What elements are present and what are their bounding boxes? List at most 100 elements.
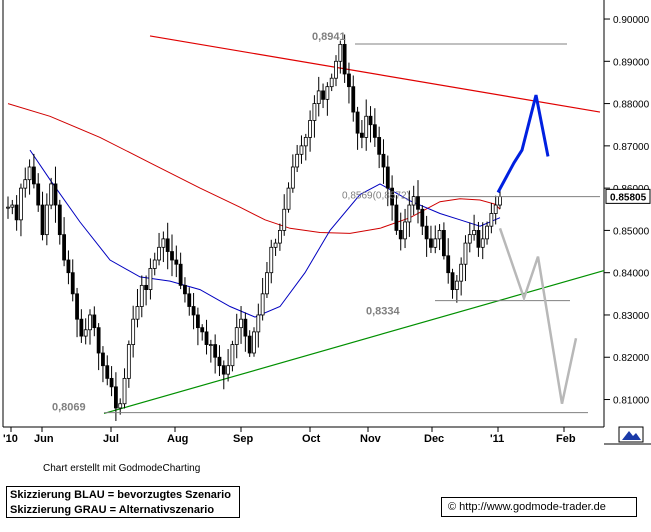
candle-body	[286, 187, 291, 210]
candle-body	[144, 284, 149, 290]
candle-body	[208, 344, 213, 346]
candle-body	[174, 259, 179, 265]
candle-body	[83, 329, 88, 337]
candle-body	[122, 377, 127, 405]
y-tick-label: 0.85000	[613, 226, 650, 237]
current-value-box	[605, 188, 651, 204]
short-moving-average-line	[29, 149, 501, 318]
candle-body	[243, 318, 248, 337]
candle-body	[329, 77, 334, 88]
legend-grey-scenario: Skizzierung GRAU = Alternativszenario	[10, 504, 215, 516]
x-tick-label: Dec	[424, 433, 444, 445]
candle-body	[269, 246, 274, 274]
candle-body	[36, 183, 41, 206]
y-tick-label: 0.81000	[613, 396, 650, 407]
copyright-link[interactable]: © http://www.godmode-trader.de	[441, 497, 637, 517]
x-tick-label: Aug	[167, 433, 188, 445]
legend-blue-scenario: Skizzierung BLAU = bevorzugtes Szenario	[10, 489, 231, 501]
candle-body	[252, 331, 256, 354]
candle-body	[459, 263, 464, 282]
x-tick-label: Feb	[556, 433, 576, 445]
candle-body	[316, 90, 321, 104]
candle-body	[390, 187, 395, 206]
candle-body	[321, 90, 325, 100]
candle-body	[355, 111, 360, 134]
candle-body	[368, 115, 373, 126]
candle-body	[10, 204, 15, 208]
candle-body	[230, 344, 235, 367]
candle-body	[467, 234, 472, 244]
candle-body	[381, 153, 386, 168]
candle-body	[325, 86, 330, 100]
x-tick-label: Oct	[302, 433, 321, 445]
y-tick-label: 0.82000	[613, 353, 650, 364]
candle-body	[480, 238, 485, 248]
candle-body	[398, 230, 403, 240]
candle-body	[282, 208, 287, 231]
candle-body	[308, 120, 313, 138]
candle-body	[429, 238, 433, 248]
low-level-label: 0,8334	[366, 306, 401, 318]
candle-body	[31, 166, 36, 185]
mountain-icon[interactable]	[618, 426, 644, 443]
y-tick-label: 0.89000	[613, 57, 650, 68]
x-tick-label: Nov	[360, 433, 382, 445]
candle-body	[273, 242, 278, 248]
candle-body	[148, 268, 153, 290]
candle-body	[351, 86, 356, 113]
candle-body	[53, 183, 58, 206]
x-tick-label: '11	[490, 433, 504, 445]
candle-body	[157, 246, 161, 261]
candle-body	[66, 259, 71, 274]
candle-body	[334, 60, 338, 79]
candle-body	[290, 166, 295, 189]
candle-body	[493, 204, 498, 214]
candle-body	[96, 327, 101, 354]
candle-body	[450, 272, 455, 290]
candle-body	[118, 403, 123, 409]
candle-body	[217, 356, 222, 367]
candle-body	[239, 318, 243, 329]
candle-body	[101, 352, 105, 367]
candle-body	[234, 327, 239, 345]
candle-body	[187, 293, 192, 307]
candle-body	[88, 314, 92, 331]
y-tick-label: 0.88000	[613, 100, 650, 111]
candle-body	[256, 314, 261, 333]
candle-body	[416, 196, 420, 210]
candle-body	[437, 230, 442, 240]
candle-body	[79, 318, 84, 337]
candle-body	[135, 306, 140, 320]
green-support-trendline	[103, 269, 605, 415]
candle-body	[49, 183, 54, 206]
candle-body	[75, 293, 79, 320]
candle-body	[454, 280, 459, 290]
candle-body	[411, 196, 416, 206]
trendlines	[103, 35, 605, 415]
candle-body	[139, 284, 144, 307]
candle-body	[109, 377, 114, 388]
grey-scenario-path	[498, 227, 578, 404]
moving-averages	[7, 103, 501, 318]
candle-body	[113, 386, 118, 409]
candle-body	[498, 196, 502, 206]
high-level-label: 0,8941	[312, 31, 346, 43]
y-tick-label: 0.90000	[613, 15, 650, 26]
chart-credit-note: Chart erstellt mit GodmodeCharting	[43, 463, 201, 474]
y-tick-label: 0.84000	[613, 269, 650, 280]
candle-body	[183, 284, 187, 295]
candle-body	[372, 124, 377, 138]
annotations: 0,8941 0,8334 0,8069 0,8569(0,8572)	[52, 31, 600, 414]
candle-body	[441, 230, 446, 257]
candle-body	[377, 137, 382, 155]
candle-body	[213, 344, 218, 358]
candle-body	[204, 331, 209, 345]
candle-body	[347, 73, 351, 88]
candle-body	[476, 230, 481, 248]
candle-body	[105, 365, 110, 379]
candle-body	[178, 263, 183, 286]
copyright-icon: ©	[448, 501, 457, 513]
website-url[interactable]: http://www.godmode-trader.de	[459, 501, 606, 513]
candle-body	[260, 293, 265, 316]
candle-body	[6, 206, 10, 209]
